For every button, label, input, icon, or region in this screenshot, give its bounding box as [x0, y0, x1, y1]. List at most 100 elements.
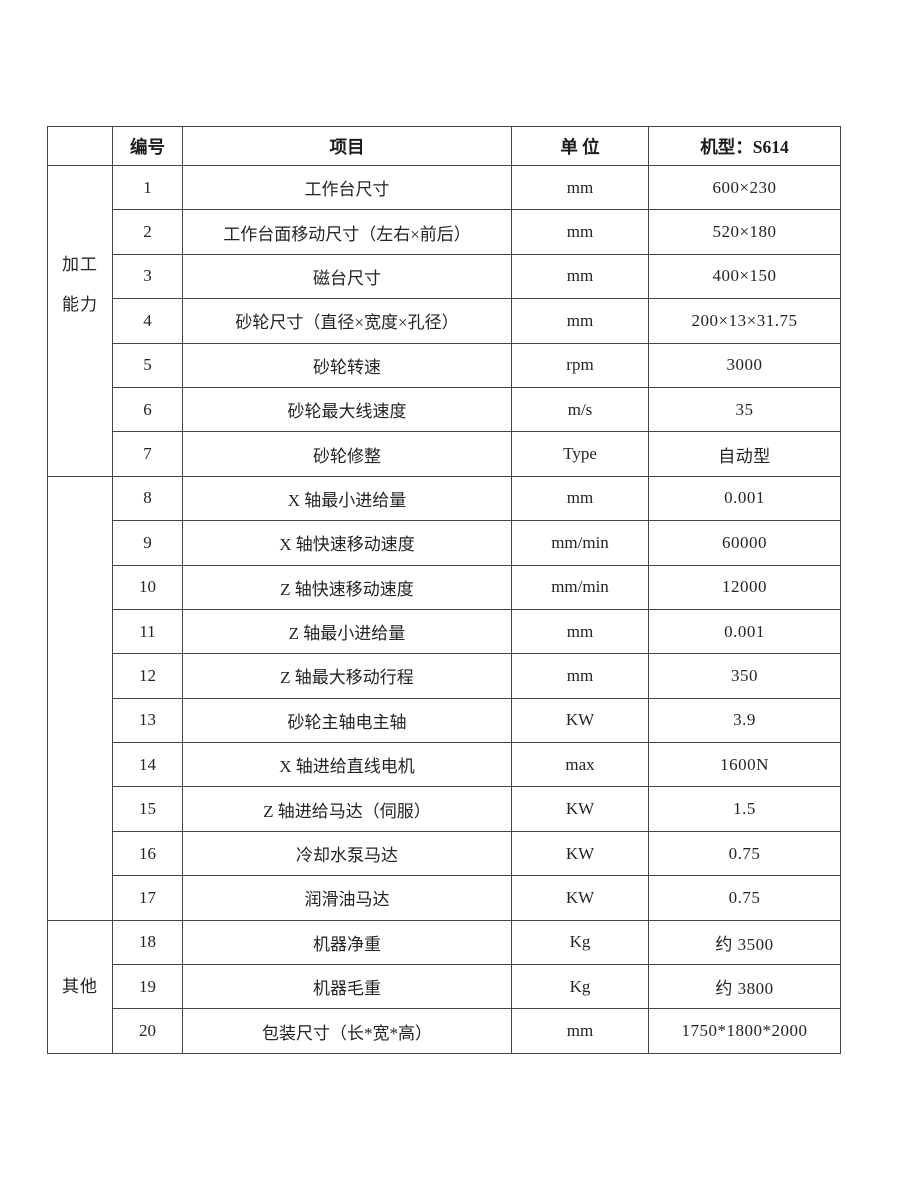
row-value: 0.75	[648, 830, 841, 877]
table-row: 10 Z 轴快速移动速度 mm/min 12000	[48, 564, 841, 610]
row-value: 约 3800	[648, 964, 841, 1010]
row-value: 12000	[648, 564, 841, 610]
group-label-line: 其他	[62, 976, 98, 996]
row-value: 0.001	[648, 475, 841, 522]
row-unit: mm	[511, 1008, 649, 1054]
group-label-processing-capability: 加工 能力	[47, 165, 113, 477]
row-value: 350	[648, 653, 841, 699]
header-no: 编号	[112, 126, 183, 166]
row-item: X 轴快速移动速度	[182, 520, 512, 566]
table-row: 5 砂轮转速 rpm 3000	[48, 342, 841, 388]
row-no: 19	[112, 964, 183, 1010]
table-row: 3 磁台尺寸 mm 400×150	[48, 253, 841, 300]
table-row: 2 工作台面移动尺寸（左右×前后） mm 520×180	[48, 209, 841, 255]
row-value: 0.001	[648, 608, 841, 655]
row-no: 3	[112, 253, 183, 300]
row-item: 润滑油马达	[182, 875, 512, 921]
group-label-text: 加工 能力	[49, 245, 112, 325]
row-no: 10	[112, 564, 183, 610]
row-item: 磁台尺寸	[182, 253, 512, 300]
row-no: 2	[112, 209, 183, 255]
row-no: 5	[112, 342, 183, 388]
row-item: X 轴最小进给量	[182, 475, 512, 522]
row-no: 12	[112, 653, 183, 699]
row-unit: KW	[511, 697, 649, 744]
row-no: 8	[112, 475, 183, 522]
group-label-empty	[47, 475, 113, 921]
row-item: 机器毛重	[182, 964, 512, 1010]
row-unit: mm/min	[511, 520, 649, 566]
row-item: X 轴进给直线电机	[182, 742, 512, 788]
row-value: 自动型	[648, 431, 841, 477]
row-item: 冷却水泵马达	[182, 830, 512, 877]
table-row: 16 冷却水泵马达 KW 0.75	[48, 830, 841, 877]
row-unit: mm/min	[511, 564, 649, 610]
table-row: 12 Z 轴最大移动行程 mm 350	[48, 653, 841, 699]
row-no: 6	[112, 386, 183, 433]
row-unit: KW	[511, 786, 649, 832]
group-label-line: 加工	[62, 254, 98, 274]
header-group-cell	[47, 126, 113, 166]
header-item: 项目	[182, 126, 512, 166]
row-unit: Type	[511, 431, 649, 477]
row-unit: max	[511, 742, 649, 788]
row-item: 工作台面移动尺寸（左右×前后）	[182, 209, 512, 255]
header-model: 机型：S614	[648, 126, 841, 166]
row-unit: mm	[511, 608, 649, 655]
table-row: 17 润滑油马达 KW 0.75	[48, 875, 841, 921]
table-row: 7 砂轮修整 Type 自动型	[48, 431, 841, 477]
row-no: 4	[112, 298, 183, 344]
row-item: Z 轴最大移动行程	[182, 653, 512, 699]
group-label-text: 其他	[49, 967, 112, 1007]
row-unit: KW	[511, 830, 649, 877]
row-value: 1.5	[648, 786, 841, 832]
row-value: 1750*1800*2000	[648, 1008, 841, 1054]
row-item: Z 轴进给马达（伺服）	[182, 786, 512, 832]
row-item: 机器净重	[182, 919, 512, 966]
row-no: 15	[112, 786, 183, 832]
row-item: 工作台尺寸	[182, 164, 512, 211]
row-value: 0.75	[648, 875, 841, 921]
row-value: 60000	[648, 520, 841, 566]
table-row: 其他 18 机器净重 Kg 约 3500	[47, 919, 841, 1054]
spec-table: 编号 项目 单 位 机型：S614 加工 能力 1 工作台尺寸 mm 600×2…	[47, 126, 841, 1054]
table-row: 19 机器毛重 Kg 约 3800	[48, 964, 841, 1010]
table-row: 8 X 轴最小进给量 mm 0.001	[47, 475, 841, 921]
row-unit: m/s	[511, 386, 649, 433]
row-unit: KW	[511, 875, 649, 921]
row-no: 9	[112, 520, 183, 566]
row-item: 包装尺寸（长*宽*高）	[182, 1008, 512, 1054]
row-no: 17	[112, 875, 183, 921]
table-row: 13 砂轮主轴电主轴 KW 3.9	[48, 697, 841, 744]
row-value: 520×180	[648, 209, 841, 255]
row-no: 14	[112, 742, 183, 788]
table-row: 加工 能力 1 工作台尺寸 mm 600×230	[47, 164, 841, 477]
table-row: 15 Z 轴进给马达（伺服） KW 1.5	[48, 786, 841, 832]
row-item: Z 轴快速移动速度	[182, 564, 512, 610]
table-row: 20 包装尺寸（长*宽*高） mm 1750*1800*2000	[48, 1008, 841, 1054]
row-unit: mm	[511, 475, 649, 522]
row-no: 11	[112, 608, 183, 655]
table-row: 11 Z 轴最小进给量 mm 0.001	[48, 608, 841, 655]
row-no: 16	[112, 830, 183, 877]
row-item: 砂轮尺寸（直径×宽度×孔径）	[182, 298, 512, 344]
row-unit: mm	[511, 253, 649, 300]
row-no: 7	[112, 431, 183, 477]
row-no: 1	[112, 164, 183, 211]
row-value: 1600N	[648, 742, 841, 788]
row-value: 35	[648, 386, 841, 433]
row-no: 20	[112, 1008, 183, 1054]
row-item: 砂轮最大线速度	[182, 386, 512, 433]
row-unit: mm	[511, 164, 649, 211]
row-value: 3000	[648, 342, 841, 388]
row-value: 约 3500	[648, 919, 841, 966]
table-row: 4 砂轮尺寸（直径×宽度×孔径） mm 200×13×31.75	[48, 298, 841, 344]
row-item: Z 轴最小进给量	[182, 608, 512, 655]
table-row: 14 X 轴进给直线电机 max 1600N	[48, 742, 841, 788]
row-value: 400×150	[648, 253, 841, 300]
group-label-line: 能力	[62, 294, 98, 314]
group-label-other: 其他	[47, 919, 113, 1054]
header-unit: 单 位	[511, 126, 649, 166]
row-no: 13	[112, 697, 183, 744]
